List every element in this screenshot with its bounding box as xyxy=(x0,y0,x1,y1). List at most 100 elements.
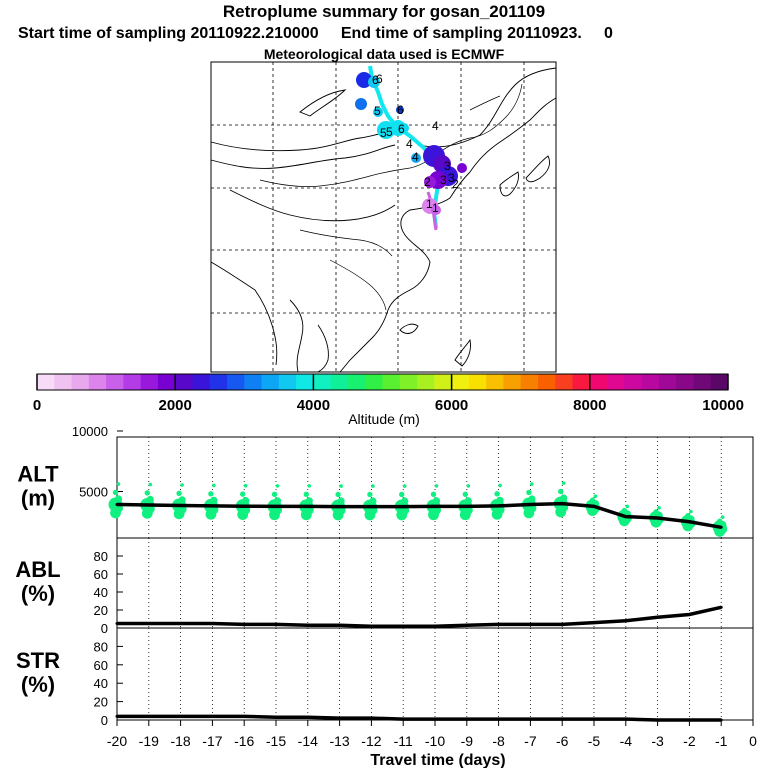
altitude-dot xyxy=(367,491,373,498)
colorbar-swatch xyxy=(676,374,694,390)
altitude-dot xyxy=(464,497,472,505)
y-tick-label: 5000 xyxy=(79,485,108,500)
y-tick-label: 60 xyxy=(94,567,108,582)
data-point xyxy=(624,515,628,519)
altitude-particle-dots xyxy=(108,481,728,537)
altitude-dot xyxy=(305,497,313,505)
map-age-label: 5 xyxy=(374,104,381,118)
map-age-label: 2 xyxy=(452,177,459,191)
colorbar-swatch xyxy=(140,374,159,390)
data-point xyxy=(592,504,596,508)
x-tick-label: -4 xyxy=(620,733,633,749)
y-tick-label: 80 xyxy=(94,639,108,654)
map-age-label: 6 xyxy=(372,73,379,87)
data-point xyxy=(147,714,151,718)
map-age-label: 1 xyxy=(426,197,433,211)
map-age-label: 3 xyxy=(448,171,455,185)
data-point xyxy=(624,619,628,623)
colorbar-tick-label: 8000 xyxy=(573,397,606,414)
colorbar-swatch xyxy=(451,374,470,390)
sampling-times: Start time of sampling 20110922.210000 E… xyxy=(18,25,613,42)
altitude-dot xyxy=(144,490,150,496)
altitude-dot xyxy=(307,484,312,488)
altitude-dot xyxy=(589,497,596,504)
x-tick-label: -6 xyxy=(556,733,569,749)
data-point xyxy=(369,505,373,509)
data-point xyxy=(179,622,183,625)
map-frame xyxy=(210,61,557,373)
data-point xyxy=(433,504,437,508)
altitude-dot xyxy=(208,491,214,497)
y-tick-label: 80 xyxy=(94,549,108,564)
x-tick-label: -5 xyxy=(588,733,601,749)
panel-ylabel: (%) xyxy=(21,581,55,606)
colorbar-swatch xyxy=(365,374,383,390)
panel-ylabel: (m) xyxy=(21,486,55,511)
altitude-dot xyxy=(243,483,248,488)
altitude-dot xyxy=(112,489,119,496)
data-point xyxy=(401,717,405,721)
data-point xyxy=(719,605,723,609)
x-tick-label: -15 xyxy=(266,733,286,749)
data-point xyxy=(497,622,501,626)
data-point xyxy=(147,622,151,625)
data-point xyxy=(528,622,532,626)
data-point xyxy=(433,624,437,628)
altitude-dot xyxy=(275,484,280,488)
altitude-dot xyxy=(720,515,725,519)
x-axis-label: Travel time (days) xyxy=(370,752,505,768)
x-tick-label: -20 xyxy=(107,733,127,749)
panel-title: STR xyxy=(16,648,60,673)
colorbar-swatch xyxy=(313,374,332,390)
data-point xyxy=(465,623,469,627)
y-tick-label: 40 xyxy=(94,676,108,691)
altitude-dot xyxy=(146,495,154,504)
data-point xyxy=(274,622,278,626)
data-point xyxy=(560,717,564,721)
x-tick-label: -2 xyxy=(683,733,696,749)
data-point xyxy=(115,622,119,625)
altitude-dot xyxy=(498,483,502,488)
y-tick-label: 60 xyxy=(94,658,108,673)
colorbar-swatch xyxy=(330,374,349,390)
met-data-note: Meteorological data used is ECMWF xyxy=(263,46,505,62)
colorbar-swatch xyxy=(88,374,107,390)
map-age-label: 1 xyxy=(432,201,439,215)
colorbar-swatch xyxy=(278,374,297,390)
colorbar-swatch xyxy=(106,374,124,390)
data-point xyxy=(338,505,342,509)
colorbar-swatch xyxy=(520,374,539,390)
data-point xyxy=(369,624,373,628)
plume-dot xyxy=(373,107,383,117)
map-age-label: 4 xyxy=(406,137,413,151)
altitude-dot xyxy=(496,496,504,504)
altitude-dot xyxy=(114,495,123,503)
colorbar-swatch xyxy=(434,374,453,390)
map-age-label: 4 xyxy=(432,119,439,133)
altitude-dot xyxy=(401,497,409,505)
altitude-dot xyxy=(402,484,407,488)
colorbar-swatch xyxy=(244,374,263,390)
data-point xyxy=(624,717,628,721)
data-point xyxy=(401,505,405,509)
altitude-dot xyxy=(561,481,566,485)
x-tick-label: -18 xyxy=(170,733,190,749)
x-tick-label: -3 xyxy=(651,733,664,749)
map-age-label: 2 xyxy=(424,175,431,189)
x-tick-label: -8 xyxy=(492,733,505,749)
altitude-dot xyxy=(337,497,345,505)
colorbar-swatch xyxy=(468,374,487,390)
altitude-dot xyxy=(271,491,278,497)
data-point xyxy=(274,504,278,508)
series-line-abl xyxy=(117,605,722,628)
panel-str: 80 60 40 20 0 STR(%) xyxy=(16,627,754,728)
map-age-label: 6 xyxy=(398,122,405,136)
map-borders xyxy=(259,83,523,311)
data-point xyxy=(687,613,691,616)
y-tick-label: 0 xyxy=(101,713,108,728)
x-axis: -20 -19 -18 -17 -16 -15 -14 -13 -12 -11 -10 -9 -8 -7-… xyxy=(107,720,757,749)
plume-centroid-path xyxy=(368,65,443,229)
panel-abl: 80 60 40 20 0 ABL(%) xyxy=(15,537,754,636)
